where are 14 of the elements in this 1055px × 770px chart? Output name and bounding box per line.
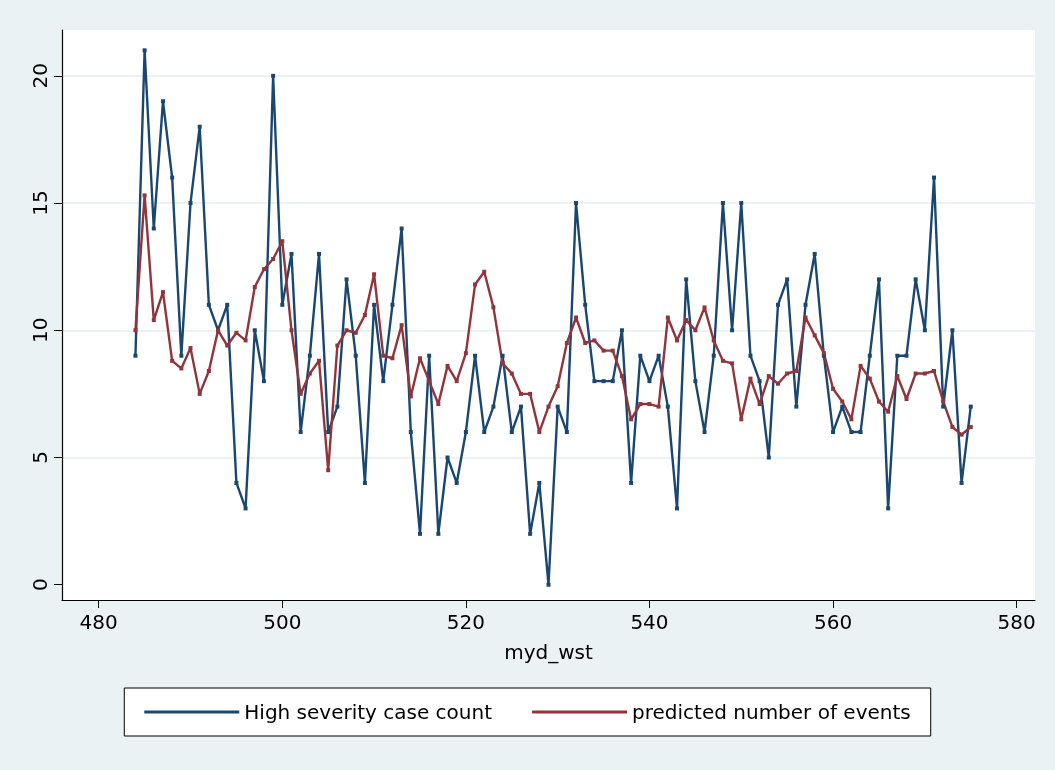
y-tick-label: 5 <box>28 451 52 464</box>
y-tick-label: 15 <box>28 190 52 216</box>
y-tick-label: 20 <box>28 63 52 89</box>
legend-label: High severity case count <box>244 700 493 724</box>
x-axis-title: myd_wst <box>504 640 593 664</box>
y-tick-label: 0 <box>28 578 52 592</box>
x-tick-label: 480 <box>79 610 118 634</box>
x-tick-label: 580 <box>997 610 1036 634</box>
x-tick-label: 500 <box>263 610 302 634</box>
x-tick-label: 540 <box>630 610 669 634</box>
x-tick-label: 520 <box>446 610 485 634</box>
y-tick-label: 10 <box>28 317 52 343</box>
legend-label: predicted number of events <box>632 700 911 724</box>
x-tick-label: 560 <box>813 610 853 634</box>
